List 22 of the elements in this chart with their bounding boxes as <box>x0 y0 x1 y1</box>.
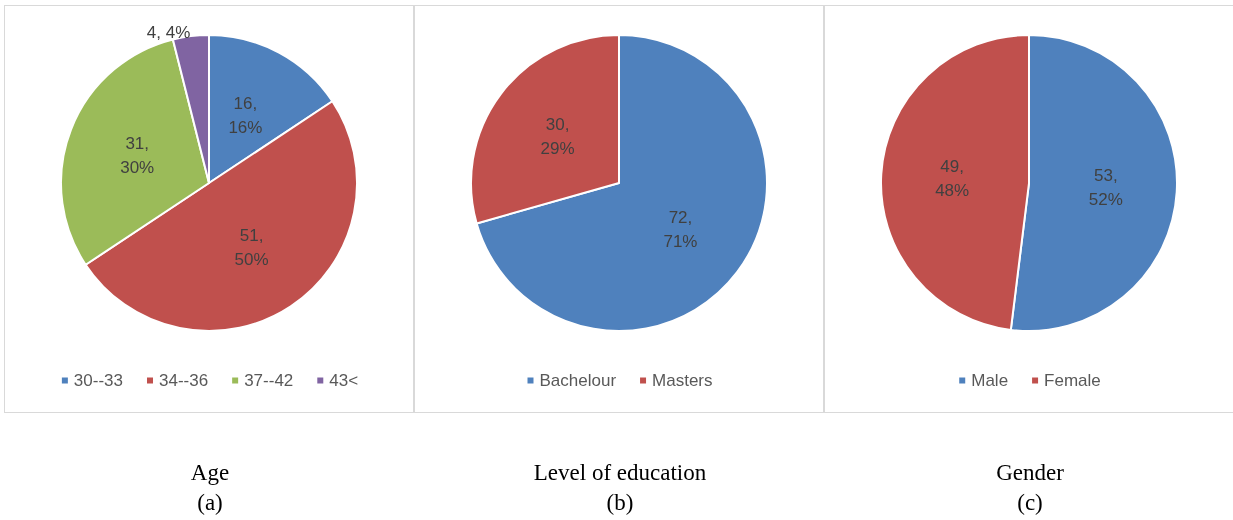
legend-label: 34--36 <box>159 371 209 390</box>
text: Level of education <box>532 459 708 487</box>
legend-label: Male <box>971 371 1009 390</box>
text: Age <box>189 459 231 487</box>
text: (c) <box>1016 489 1044 517</box>
data-label: 4, 4% <box>146 22 191 42</box>
data-label: 72, 71% <box>663 207 698 251</box>
legend-label: 43< <box>329 371 359 390</box>
text: (b) <box>605 489 635 517</box>
data-label: 31, 30% <box>120 133 155 177</box>
text: Gender <box>995 459 1065 487</box>
legend-label: Female <box>1044 371 1101 390</box>
legend-label: 30--33 <box>73 371 124 390</box>
data-label: 16, 16% <box>228 93 263 137</box>
data-label: 30, 29% <box>540 115 575 159</box>
legend-label: Masters <box>652 371 713 390</box>
legend-label: Bachelour <box>539 371 617 390</box>
data-label: 49, 48% <box>935 156 970 200</box>
legend-label: 37--42 <box>244 371 294 390</box>
data-label: 51, 50% <box>234 225 269 269</box>
text: (a) <box>196 489 224 517</box>
data-label: 53, 52% <box>1088 166 1123 210</box>
